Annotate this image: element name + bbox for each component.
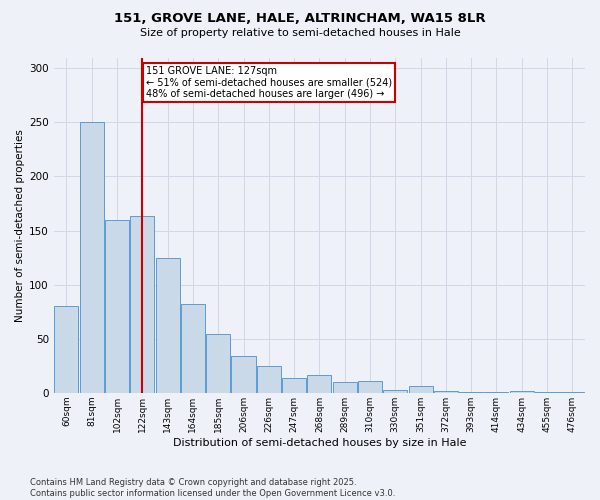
X-axis label: Distribution of semi-detached houses by size in Hale: Distribution of semi-detached houses by … xyxy=(173,438,466,448)
Text: 151 GROVE LANE: 127sqm
← 51% of semi-detached houses are smaller (524)
48% of se: 151 GROVE LANE: 127sqm ← 51% of semi-det… xyxy=(146,66,392,100)
Y-axis label: Number of semi-detached properties: Number of semi-detached properties xyxy=(15,128,25,322)
Bar xyxy=(358,381,382,393)
Bar xyxy=(206,334,230,393)
Bar xyxy=(282,378,306,393)
Bar xyxy=(80,122,104,393)
Text: Contains HM Land Registry data © Crown copyright and database right 2025.
Contai: Contains HM Land Registry data © Crown c… xyxy=(30,478,395,498)
Bar xyxy=(232,356,256,393)
Text: 151, GROVE LANE, HALE, ALTRINCHAM, WA15 8LR: 151, GROVE LANE, HALE, ALTRINCHAM, WA15 … xyxy=(114,12,486,26)
Bar xyxy=(484,392,508,393)
Bar xyxy=(332,382,357,393)
Text: Size of property relative to semi-detached houses in Hale: Size of property relative to semi-detach… xyxy=(140,28,460,38)
Bar xyxy=(409,386,433,393)
Bar xyxy=(560,392,584,393)
Bar xyxy=(307,376,331,393)
Bar xyxy=(155,258,179,393)
Bar xyxy=(55,306,79,393)
Bar xyxy=(130,216,154,393)
Bar xyxy=(510,390,534,393)
Bar xyxy=(535,392,559,393)
Bar xyxy=(459,392,483,393)
Bar xyxy=(434,390,458,393)
Bar xyxy=(105,220,129,393)
Bar xyxy=(181,304,205,393)
Bar xyxy=(257,366,281,393)
Bar xyxy=(383,390,407,393)
